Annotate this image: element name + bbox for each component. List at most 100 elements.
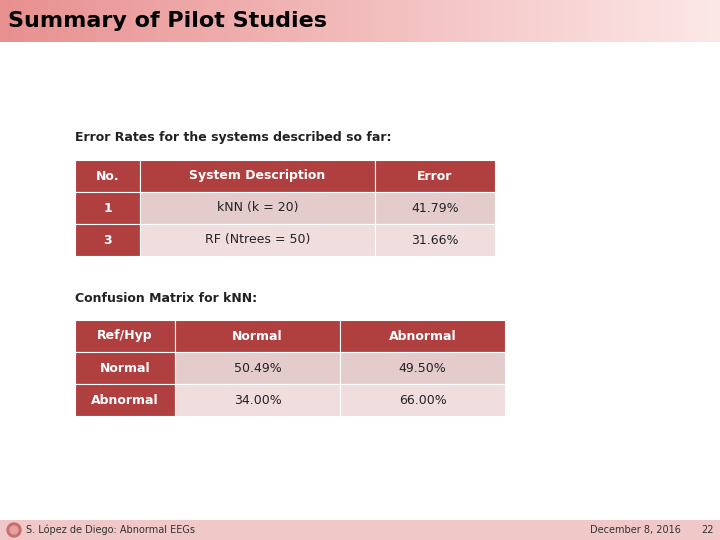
FancyBboxPatch shape [60, 0, 72, 42]
FancyBboxPatch shape [324, 0, 336, 42]
FancyBboxPatch shape [264, 0, 276, 42]
FancyBboxPatch shape [695, 520, 720, 540]
Text: No.: No. [96, 170, 120, 183]
Text: Error Rates for the systems described so far:: Error Rates for the systems described so… [75, 132, 392, 145]
FancyBboxPatch shape [420, 0, 432, 42]
FancyBboxPatch shape [144, 0, 156, 42]
FancyBboxPatch shape [456, 0, 468, 42]
FancyBboxPatch shape [75, 352, 175, 384]
FancyBboxPatch shape [175, 320, 340, 352]
FancyBboxPatch shape [140, 192, 375, 224]
FancyBboxPatch shape [252, 0, 264, 42]
Text: 34.00%: 34.00% [233, 394, 282, 407]
FancyBboxPatch shape [120, 0, 132, 42]
FancyBboxPatch shape [636, 0, 648, 42]
FancyBboxPatch shape [312, 0, 324, 42]
FancyBboxPatch shape [140, 224, 375, 256]
FancyBboxPatch shape [588, 0, 600, 42]
FancyBboxPatch shape [140, 160, 375, 192]
FancyBboxPatch shape [75, 224, 140, 256]
FancyBboxPatch shape [24, 0, 36, 42]
FancyBboxPatch shape [108, 0, 120, 42]
FancyBboxPatch shape [480, 0, 492, 42]
FancyBboxPatch shape [0, 520, 720, 540]
Text: 41.79%: 41.79% [411, 201, 459, 214]
Text: S. López de Diego: Abnormal EEGs: S. López de Diego: Abnormal EEGs [26, 525, 195, 535]
FancyBboxPatch shape [372, 0, 384, 42]
FancyBboxPatch shape [468, 0, 480, 42]
Text: Normal: Normal [99, 361, 150, 375]
FancyBboxPatch shape [228, 0, 240, 42]
FancyBboxPatch shape [375, 192, 495, 224]
FancyBboxPatch shape [540, 0, 552, 42]
FancyBboxPatch shape [0, 0, 12, 42]
FancyBboxPatch shape [36, 0, 48, 42]
FancyBboxPatch shape [75, 320, 175, 352]
FancyBboxPatch shape [375, 224, 495, 256]
FancyBboxPatch shape [648, 0, 660, 42]
FancyBboxPatch shape [132, 0, 144, 42]
Circle shape [10, 526, 18, 534]
Text: Confusion Matrix for kNN:: Confusion Matrix for kNN: [75, 292, 257, 305]
Text: Abnormal: Abnormal [389, 329, 456, 342]
FancyBboxPatch shape [396, 0, 408, 42]
Text: Error: Error [418, 170, 453, 183]
FancyBboxPatch shape [624, 0, 636, 42]
FancyBboxPatch shape [360, 0, 372, 42]
FancyBboxPatch shape [600, 0, 612, 42]
FancyBboxPatch shape [384, 0, 396, 42]
FancyBboxPatch shape [348, 0, 360, 42]
FancyBboxPatch shape [216, 0, 228, 42]
Text: 22: 22 [701, 525, 714, 535]
FancyBboxPatch shape [516, 0, 528, 42]
Circle shape [7, 523, 21, 537]
Text: 31.66%: 31.66% [411, 233, 459, 246]
FancyBboxPatch shape [75, 192, 140, 224]
Text: kNN (k = 20): kNN (k = 20) [217, 201, 298, 214]
Text: 1: 1 [103, 201, 112, 214]
FancyBboxPatch shape [444, 0, 456, 42]
FancyBboxPatch shape [336, 0, 348, 42]
FancyBboxPatch shape [564, 0, 576, 42]
Text: System Description: System Description [189, 170, 325, 183]
Text: Ref/Hyp: Ref/Hyp [97, 329, 153, 342]
FancyBboxPatch shape [75, 160, 140, 192]
FancyBboxPatch shape [180, 0, 192, 42]
FancyBboxPatch shape [276, 0, 288, 42]
FancyBboxPatch shape [84, 0, 96, 42]
FancyBboxPatch shape [175, 384, 340, 416]
FancyBboxPatch shape [175, 352, 340, 384]
FancyBboxPatch shape [576, 0, 588, 42]
FancyBboxPatch shape [288, 0, 300, 42]
FancyBboxPatch shape [204, 0, 216, 42]
Text: Normal: Normal [232, 329, 283, 342]
FancyBboxPatch shape [240, 0, 252, 42]
FancyBboxPatch shape [48, 0, 60, 42]
FancyBboxPatch shape [75, 384, 175, 416]
FancyBboxPatch shape [708, 0, 720, 42]
Text: 3: 3 [103, 233, 112, 246]
FancyBboxPatch shape [672, 0, 684, 42]
FancyBboxPatch shape [192, 0, 204, 42]
FancyBboxPatch shape [492, 0, 504, 42]
FancyBboxPatch shape [12, 0, 24, 42]
Text: December 8, 2016: December 8, 2016 [590, 525, 681, 535]
Text: RF (Ntrees = 50): RF (Ntrees = 50) [204, 233, 310, 246]
Text: 49.50%: 49.50% [399, 361, 446, 375]
Text: Abnormal: Abnormal [91, 394, 159, 407]
FancyBboxPatch shape [300, 0, 312, 42]
FancyBboxPatch shape [72, 0, 84, 42]
FancyBboxPatch shape [552, 0, 564, 42]
FancyBboxPatch shape [168, 0, 180, 42]
FancyBboxPatch shape [156, 0, 168, 42]
FancyBboxPatch shape [340, 352, 505, 384]
Text: Summary of Pilot Studies: Summary of Pilot Studies [8, 11, 327, 31]
FancyBboxPatch shape [375, 160, 495, 192]
FancyBboxPatch shape [340, 384, 505, 416]
FancyBboxPatch shape [504, 0, 516, 42]
FancyBboxPatch shape [432, 0, 444, 42]
FancyBboxPatch shape [408, 0, 420, 42]
FancyBboxPatch shape [96, 0, 108, 42]
FancyBboxPatch shape [612, 0, 624, 42]
FancyBboxPatch shape [696, 0, 708, 42]
